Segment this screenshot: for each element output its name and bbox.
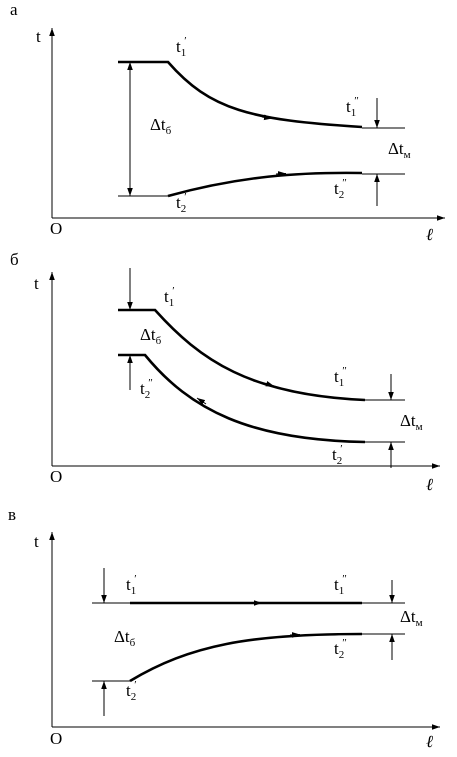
label-sub: 1 [181,47,187,59]
label-base: Δt [400,607,416,626]
temperature-label: t2″ [334,177,347,201]
flow-arrow [261,114,273,121]
flow-arrow [289,632,301,638]
panel-letter: в [8,505,16,524]
label-base: Δt [150,115,166,134]
origin-label: O [50,729,62,748]
label-base: Δt [114,627,130,646]
label-sup: ″ [342,365,347,377]
label-sub: м [404,149,411,161]
temperature-label: Δtб [150,115,172,137]
temperature-label: t2′ [126,679,137,703]
label-base: Δt [388,139,404,158]
label-sub: 1 [169,297,175,309]
y-axis-label: t [34,532,39,551]
label-base: t [332,445,337,464]
panel-letter: б [10,250,19,269]
x-axis-label: ℓ [426,225,433,244]
label-sup: ″ [342,637,347,649]
flow-arrow [196,397,207,405]
temperature-curve [118,353,366,444]
label-sup: ″ [354,95,359,107]
temperature-label: Δtм [388,139,411,161]
label-base: Δt [140,325,156,344]
label-sup: ′ [184,191,186,203]
label-sub: м [416,617,423,629]
panel-letter: а [10,0,18,19]
label-sup: ′ [134,573,136,585]
label-sub: 2 [339,189,345,201]
label-base: Δt [400,411,416,430]
label-sub: 2 [339,649,345,661]
temperature-curve [129,632,363,683]
temperature-curve [118,308,366,402]
y-axis-label: t [34,274,39,293]
temperature-curve [118,60,363,129]
label-sup: ′ [184,35,186,47]
label-sup: ′ [172,285,174,297]
label-base: t [334,179,339,198]
temperature-label: t1″ [334,573,347,597]
temperature-label: t2′ [332,443,343,467]
temperature-label: t2″ [334,637,347,661]
label-sub: б [166,125,172,137]
label-sup: ″ [148,377,153,389]
temperature-label: t1′ [126,573,137,597]
label-sub: б [156,335,162,347]
x-axis-label: ℓ [426,475,433,494]
label-base: t [346,97,351,116]
temperature-label: Δtб [140,325,162,347]
origin-label: O [50,219,62,238]
label-base: t [126,575,131,594]
label-sub: 1 [131,585,137,597]
temperature-label: t1′ [164,285,175,309]
label-base: t [176,193,181,212]
temperature-label: Δtм [400,411,423,433]
label-sub: б [130,637,136,649]
temperature-label: t2″ [140,377,153,401]
temperature-label: Δtм [400,607,423,629]
label-base: t [140,379,145,398]
label-base: t [164,287,169,306]
label-sub: 1 [339,377,345,389]
temperature-curve [167,171,363,198]
label-base: t [334,575,339,594]
label-sup: ′ [340,443,342,455]
label-sub: 2 [181,203,187,215]
label-sub: м [416,421,423,433]
label-sub: 2 [337,455,343,467]
label-sub: 2 [145,389,151,401]
x-axis-label: ℓ [426,732,433,751]
label-base: t [334,367,339,386]
label-sup: ″ [342,573,347,585]
origin-label: O [50,467,62,486]
temperature-label: t1″ [334,365,347,389]
label-sub: 2 [131,691,137,703]
flow-arrow [275,171,287,177]
flow-arrow [263,381,275,387]
temperature-label: Δtб [114,627,136,649]
label-sub: 1 [339,585,345,597]
temperature-label: t2′ [176,191,187,215]
label-sup: ′ [134,679,136,691]
label-sup: ″ [342,177,347,189]
label-base: t [334,639,339,658]
y-axis-label: t [36,27,41,46]
label-base: t [176,37,181,56]
label-sub: 1 [351,107,357,119]
temperature-label: t1′ [176,35,187,59]
label-base: t [126,681,131,700]
temperature-label: t1″ [346,95,359,119]
